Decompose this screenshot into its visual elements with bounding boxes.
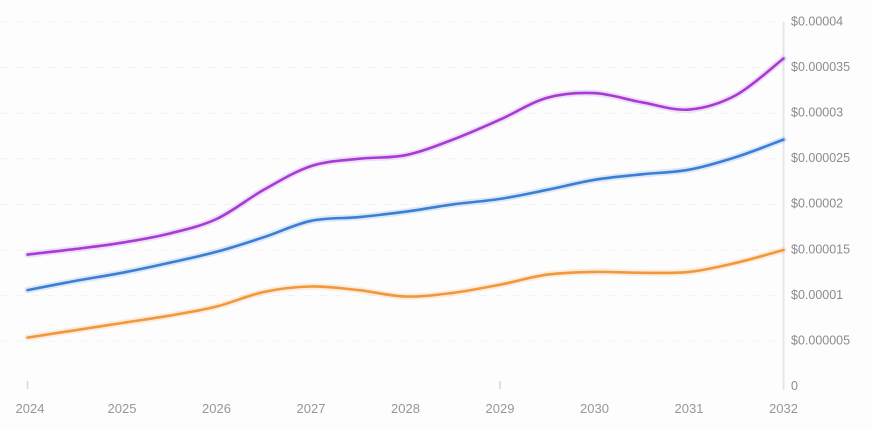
y-tick-label: $0.000025 — [791, 151, 850, 165]
labels-group: 0 $0.000005 $0.00001 $0.000015 $0.00002 $0.00… — [16, 14, 851, 416]
x-tick-label: 2024 — [16, 401, 45, 416]
y-tick-label: $0.000035 — [791, 60, 850, 74]
x-tick-label: 2030 — [580, 401, 609, 416]
x-tick-label: 2028 — [391, 401, 420, 416]
y-tick-label: $0.000015 — [791, 242, 850, 256]
y-tick-label: $0.00002 — [791, 197, 843, 211]
x-tick-label: 2026 — [202, 401, 231, 416]
x-tick-label: 2032 — [769, 401, 798, 416]
x-tick-label: 2029 — [486, 401, 515, 416]
y-tick-label: $0.000005 — [791, 333, 850, 347]
series-purple-line-halo — [24, 55, 787, 258]
series-purple-line[interactable] — [26, 57, 785, 256]
x-tick-label: 2025 — [108, 401, 137, 416]
x-tick-label: 2031 — [675, 401, 704, 416]
series-orange-line-halo — [24, 246, 787, 341]
series-orange-line[interactable] — [26, 248, 785, 339]
y-tick-label: $0.00004 — [791, 14, 843, 28]
series-blue-line[interactable] — [26, 138, 785, 292]
x-tick-label: 2027 — [297, 401, 326, 416]
y-tick-label: 0 — [791, 379, 798, 393]
axes-group — [26, 22, 785, 390]
series-blue-line-halo — [24, 136, 787, 294]
y-tick-label: $0.00001 — [791, 288, 843, 302]
y-tick-label: $0.00003 — [791, 105, 843, 119]
series-group — [24, 55, 787, 341]
